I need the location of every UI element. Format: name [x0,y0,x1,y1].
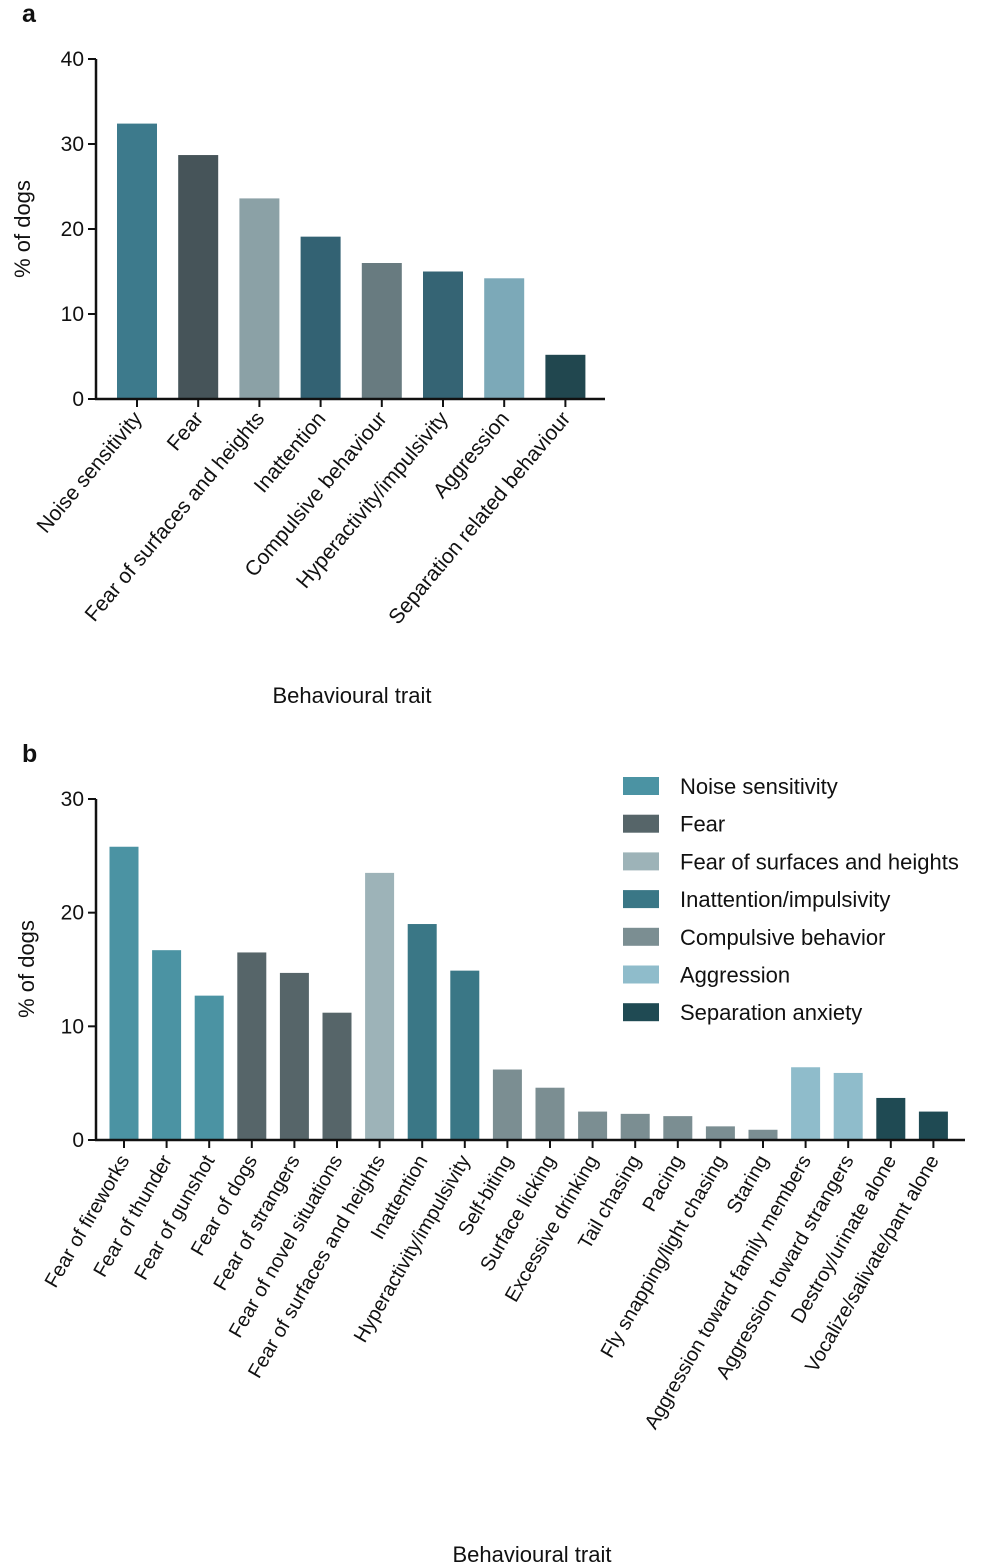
legend-swatch-compulsive-behavior [623,927,659,946]
x-tick-label-noise-sensitivity: Noise sensitivity [32,407,147,537]
y-tick-label: 30 [61,133,84,156]
bar-self-biting [492,1069,522,1140]
y-tick-label: 10 [61,303,84,326]
bar-fear-of-gunshot [194,995,224,1140]
legend-swatch-fear-of-surfaces-and-heights [623,852,659,871]
bar-staring [748,1129,778,1140]
x-tick-label-fear: Fear [163,407,208,455]
legend-label-separation-anxiety: Separation anxiety [680,1000,862,1025]
panel-a-y-ticks: 0 10 20 30 40 [61,48,96,411]
panel-b-label: b [22,740,37,768]
bar-separation-related-behaviour [545,354,586,399]
bar-fear-of-thunder [152,950,182,1140]
bar-fear-of-fireworks [109,846,139,1140]
bar-hyperactivity-impulsivity [423,271,463,399]
bar-aggression-toward-family-members [791,1067,821,1140]
bar-fear-of-dogs [237,952,267,1140]
bar-compulsive-behaviour [361,263,402,399]
panel-b-legend: Noise sensitivity Fear Fear of surfaces an… [623,774,959,1025]
bar-destroy-urinate-alone [876,1097,906,1140]
bar-tail-chasing [620,1113,650,1140]
y-tick-label: 30 [61,788,84,811]
bar-fear-of-surfaces-and-heights [365,872,395,1140]
y-tick-label: 20 [61,902,84,925]
panel-b-bars [109,846,948,1140]
legend-label-aggression: Aggression [680,963,790,988]
y-tick-label: 40 [61,48,84,71]
bar-inattention [407,924,437,1140]
legend-label-compulsive-behavior: Compulsive behavior [680,925,885,950]
panel-a-y-axis-label: % of dogs [10,180,35,278]
bar-pacing [663,1116,693,1140]
bar-fear-of-novel-situations [322,1012,352,1140]
legend-label-fear-of-surfaces-and-heights: Fear of surfaces and heights [680,849,959,874]
bar-aggression [484,278,525,399]
legend-label-noise-sensitivity: Noise sensitivity [680,774,838,799]
y-tick-label: 0 [72,1129,84,1152]
y-tick-label: 0 [72,388,84,411]
bar-fly-snapping-light-chasing [705,1126,735,1140]
bar-fear-of-surfaces-and-heights [239,198,280,399]
legend-swatch-separation-anxiety [623,1003,659,1022]
panel-a-x-axis-label: Behavioural trait [273,683,432,708]
panel-b-y-axis-label: % of dogs [14,920,39,1018]
panel-b-x-axis-label: Behavioural trait [453,1542,612,1567]
bar-surface-licking [535,1087,565,1140]
bar-excessive-drinking [578,1111,608,1140]
legend-swatch-fear [623,814,659,833]
legend-swatch-noise-sensitivity [623,777,659,795]
panel-a-bars [117,123,586,399]
legend-label-inattention-impulsivity: Inattention/impulsivity [680,887,890,912]
y-tick-label: 20 [61,218,84,241]
bar-noise-sensitivity [117,123,157,399]
legend-swatch-inattention-impulsivity [623,890,659,909]
bar-inattention [300,236,341,399]
bar-vocalize-salivate-pant-alone [918,1111,948,1140]
bar-fear-of-strangers [279,972,309,1140]
y-tick-label: 10 [61,1015,84,1038]
panel-b-y-ticks: 0 10 20 30 [61,788,96,1152]
bar-hyperactivity-impulsivity [450,970,480,1140]
legend-label-fear: Fear [680,812,725,837]
bar-aggression-toward-strangers [833,1072,863,1140]
legend-swatch-aggression [623,965,659,984]
panel-a-label: a [22,0,37,28]
bar-fear [178,155,219,399]
